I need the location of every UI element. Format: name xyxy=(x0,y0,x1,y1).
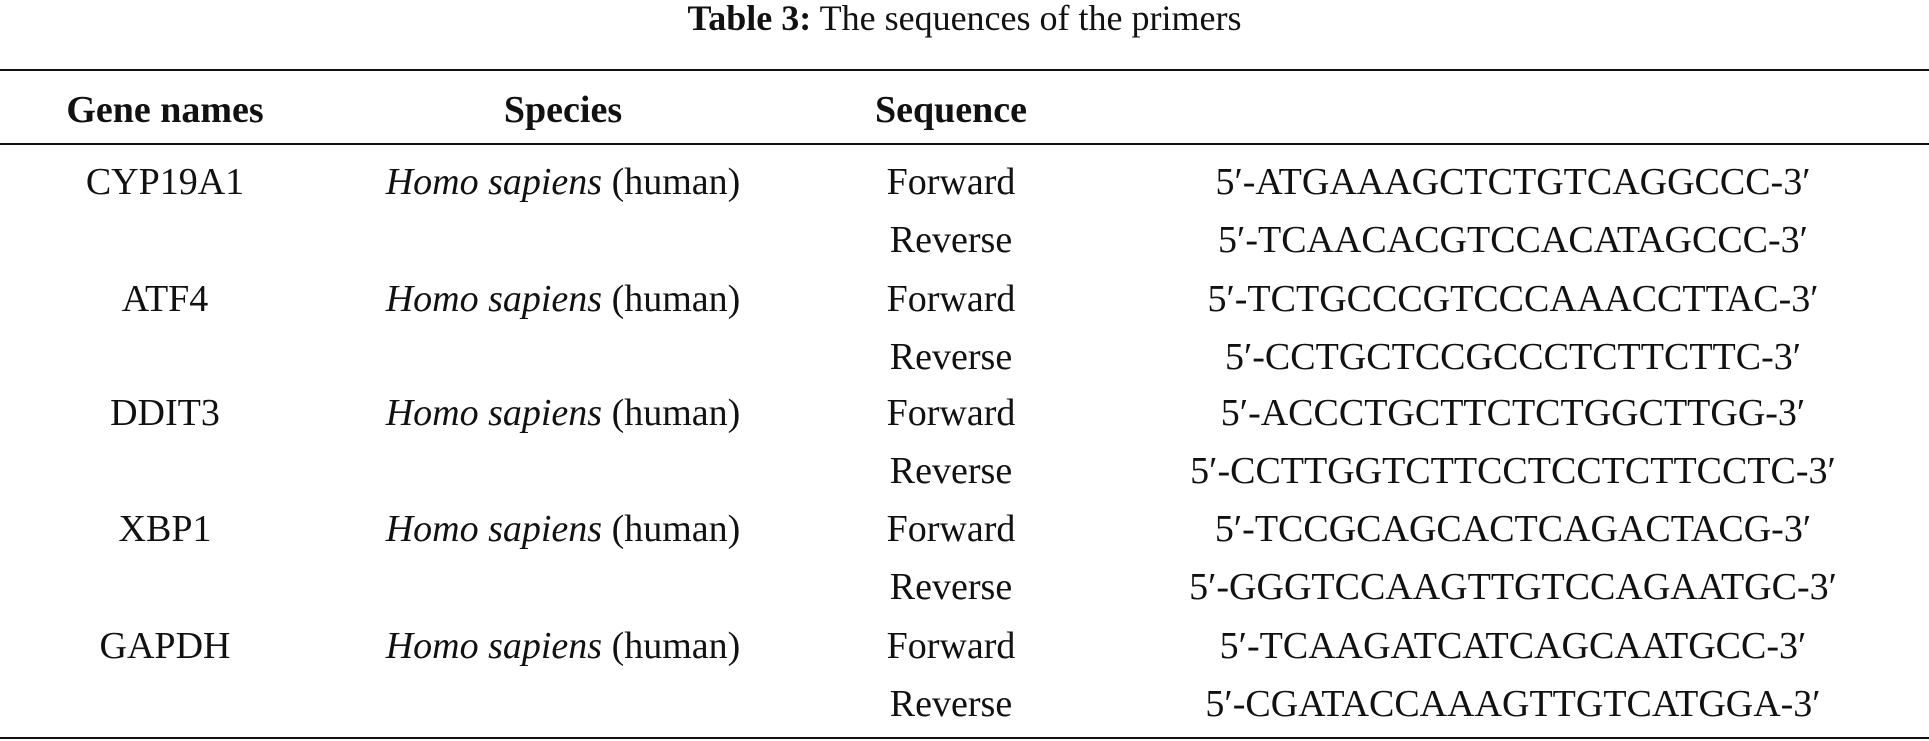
species: Homo sapiens (human) xyxy=(386,280,741,318)
species-name: Homo sapiens xyxy=(385,392,603,434)
sequence: 5′-TCAAGATCATCAGCAATGCC-3′ xyxy=(1219,625,1807,667)
direction: Forward xyxy=(886,508,1016,550)
direction: Reverse xyxy=(889,450,1013,492)
gene-name: DDIT3 xyxy=(110,392,220,434)
column-header: Species xyxy=(503,89,623,131)
sequence: 5′-CGATACCAAAGTTGTCATGGA-3′ xyxy=(1205,683,1821,725)
column-header: Gene names xyxy=(66,89,264,131)
sequence: 5′-GGGTCCAAGTTGTCCAGAATGC-3′ xyxy=(1189,566,1837,608)
header-rule xyxy=(0,143,1929,145)
column-header: Sequence xyxy=(875,89,1027,131)
direction: Reverse xyxy=(889,219,1013,261)
sequence: 5′-CCTGCTCCGCCCTCTTCTTC-3′ xyxy=(1224,336,1802,378)
direction: Forward xyxy=(886,625,1016,667)
species: Homo sapiens (human) xyxy=(386,163,741,201)
species-name: Homo sapiens xyxy=(385,278,603,320)
sequence: 5′-TCCGCAGCACTCAGACTACG-3′ xyxy=(1214,508,1812,550)
sequence: 5′-TCTGCCCGTCCCAAACCTTAC-3′ xyxy=(1207,278,1819,320)
species-common: (human) xyxy=(611,392,741,434)
species: Homo sapiens (human) xyxy=(386,627,741,665)
gene-name: GAPDH xyxy=(99,625,231,667)
direction: Reverse xyxy=(889,683,1013,725)
species: Homo sapiens (human) xyxy=(386,394,741,432)
top-rule xyxy=(0,69,1929,71)
species-common: (human) xyxy=(611,625,741,667)
species-name: Homo sapiens xyxy=(385,161,603,203)
gene-name: ATF4 xyxy=(121,278,209,320)
species-name: Homo sapiens xyxy=(385,625,603,667)
caption-text: The sequences of the primers xyxy=(819,0,1242,38)
sequence: 5′-ACCCTGCTTCTCTGGCTTGG-3′ xyxy=(1220,392,1806,434)
direction: Reverse xyxy=(889,566,1013,608)
caption: Table 3: The sequences of the primers xyxy=(0,0,1929,36)
sequence: 5′-ATGAAAGCTCTGTCAGGCCC-3′ xyxy=(1215,161,1811,203)
gene-name: CYP19A1 xyxy=(85,161,245,203)
sequence: 5′-CCTTGGTCTTCCTCCTCTTCCTC-3′ xyxy=(1190,450,1836,492)
gene-name: XBP1 xyxy=(118,508,212,550)
direction: Forward xyxy=(886,161,1016,203)
bottom-rule xyxy=(0,737,1929,739)
species-common: (human) xyxy=(611,278,741,320)
species: Homo sapiens (human) xyxy=(386,510,741,548)
direction: Reverse xyxy=(889,336,1013,378)
species-common: (human) xyxy=(611,161,741,203)
species-name: Homo sapiens xyxy=(385,508,603,550)
species-common: (human) xyxy=(611,508,741,550)
sequence: 5′-TCAACACGTCCACATAGCCC-3′ xyxy=(1218,219,1808,261)
direction: Forward xyxy=(886,278,1016,320)
caption-label: Table 3: xyxy=(687,0,812,38)
direction: Forward xyxy=(886,392,1016,434)
